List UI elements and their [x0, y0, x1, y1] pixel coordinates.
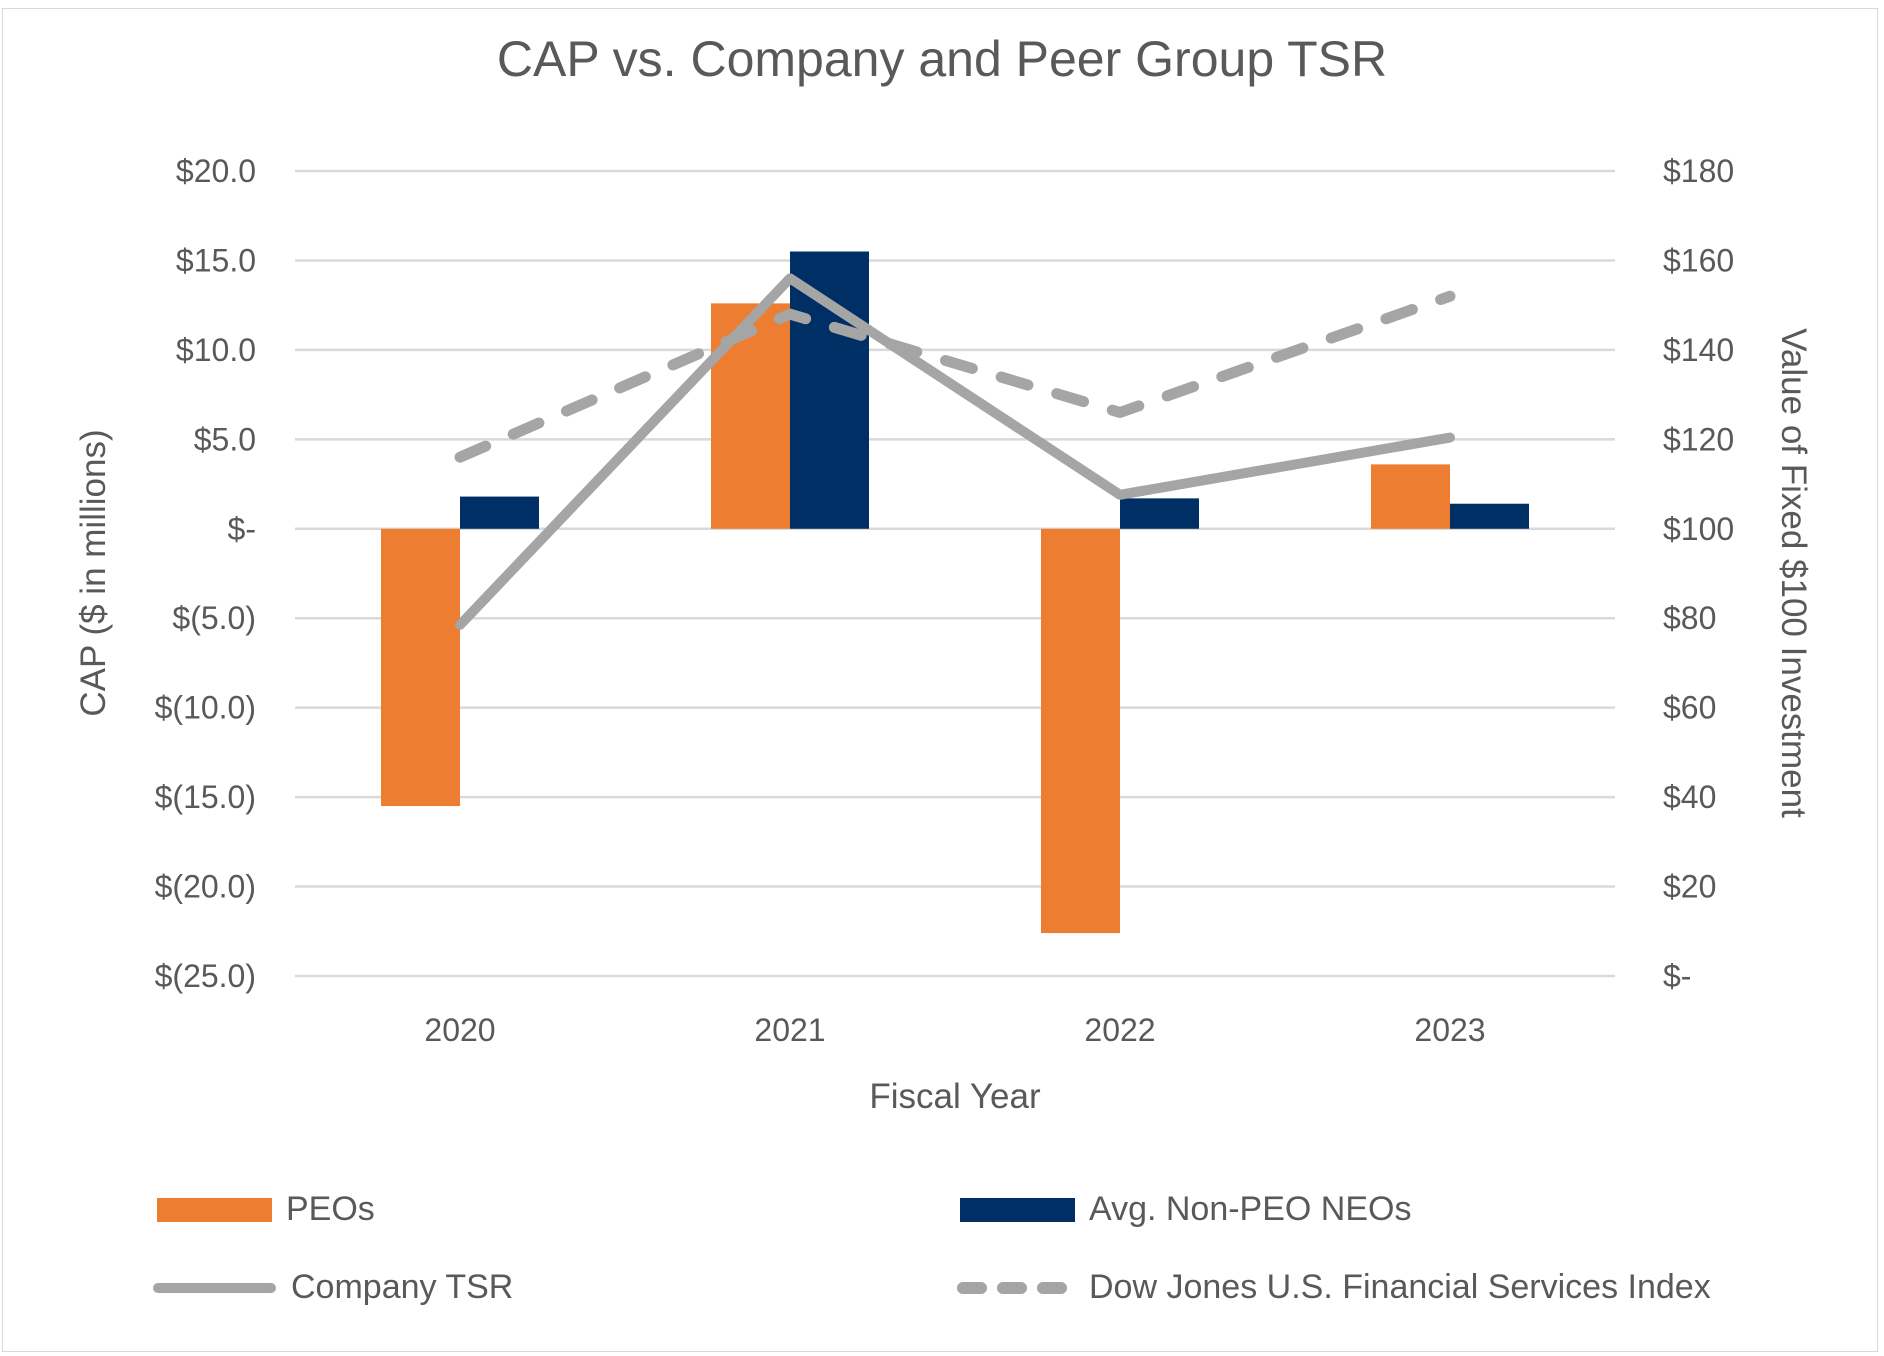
bars	[381, 251, 1529, 934]
x-tick-label: 2020	[424, 1012, 495, 1048]
line-dow-jones-u-s-financial-services-index	[454, 290, 1456, 463]
y-axis-title: CAP ($ in millions)	[74, 429, 113, 716]
legend-item-dow-jones: Dow Jones U.S. Financial Services Index	[955, 1268, 1711, 1307]
bar-peos-2022	[1041, 528, 1120, 934]
legend-swatch-dow-jones	[957, 1281, 1073, 1294]
y2-tick-label: $120	[1663, 421, 1734, 457]
y2-axis-ticks: $180 $160 $140 $120 $100 $80 $60 $40 $20 $-	[1663, 153, 1734, 994]
y-tick-label: $(5.0)	[172, 600, 256, 636]
legend-swatch-company-tsr	[153, 1282, 276, 1293]
bar-avg-non-peo-neos-2023	[1450, 503, 1529, 529]
y2-axis-title: Value of Fixed $100 Investment	[1774, 328, 1813, 818]
y2-tick-label: $40	[1663, 779, 1716, 815]
bar-avg-non-peo-neos-2022	[1120, 498, 1199, 529]
line-company-tsr	[455, 273, 1455, 630]
legend-label-non-peo: Avg. Non-PEO NEOs	[1089, 1190, 1412, 1228]
legend-label-company-tsr: Company TSR	[291, 1268, 514, 1306]
bar-peos-2023	[1371, 464, 1450, 529]
y-tick-label: $(25.0)	[155, 958, 256, 994]
y2-tick-label: $100	[1663, 511, 1734, 547]
legend-label-dow-jones: Dow Jones U.S. Financial Services Index	[1089, 1268, 1711, 1306]
bar-avg-non-peo-neos-2021	[790, 251, 869, 529]
y2-tick-label: $80	[1663, 600, 1716, 636]
chart-frame	[2, 8, 1878, 1352]
chart-title: CAP vs. Company and Peer Group TSR	[496, 31, 1388, 87]
y-axis-ticks: $20.0 $15.0 $10.0 $5.0 $- $(5.0) $(10.0) $(15.0…	[155, 153, 256, 994]
y-tick-label: $(10.0)	[155, 690, 256, 726]
legend-item-peos: PEOs	[157, 1190, 375, 1229]
y-tick-label: $20.0	[176, 153, 256, 189]
gridlines	[295, 169, 1615, 978]
legend-swatch-non-peo	[960, 1197, 1075, 1222]
legend-item-company-tsr: Company TSR	[152, 1268, 513, 1307]
y2-tick-label: $-	[1663, 958, 1691, 994]
bar-peos-2020	[381, 528, 460, 807]
y-tick-label: $(20.0)	[155, 869, 256, 905]
y-tick-label: $10.0	[176, 332, 256, 368]
x-tick-label: 2021	[754, 1012, 825, 1048]
legend-label-peos: PEOs	[286, 1190, 375, 1228]
legend: PEOs Avg. Non-PEO NEOs Company TSR Dow J…	[0, 1190, 1884, 1330]
y-tick-label: $5.0	[194, 421, 256, 457]
y-tick-label: $(15.0)	[155, 779, 256, 815]
y-tick-label: $15.0	[176, 242, 256, 278]
x-axis-ticks: 2020 2021 2022 2023	[424, 1012, 1485, 1048]
bar-avg-non-peo-neos-2020	[460, 496, 539, 529]
y2-tick-label: $60	[1663, 690, 1716, 726]
y2-tick-label: $20	[1663, 869, 1716, 905]
y2-tick-label: $180	[1663, 153, 1734, 189]
y2-tick-label: $160	[1663, 242, 1734, 278]
y-tick-label: $-	[228, 511, 256, 547]
y2-tick-label: $140	[1663, 332, 1734, 368]
legend-item-non-peo: Avg. Non-PEO NEOs	[960, 1190, 1412, 1229]
x-axis-title: Fiscal Year	[869, 1077, 1041, 1116]
lines	[454, 273, 1456, 630]
legend-swatch-peos	[157, 1197, 272, 1222]
x-tick-label: 2022	[1084, 1012, 1155, 1048]
x-tick-label: 2023	[1414, 1012, 1485, 1048]
